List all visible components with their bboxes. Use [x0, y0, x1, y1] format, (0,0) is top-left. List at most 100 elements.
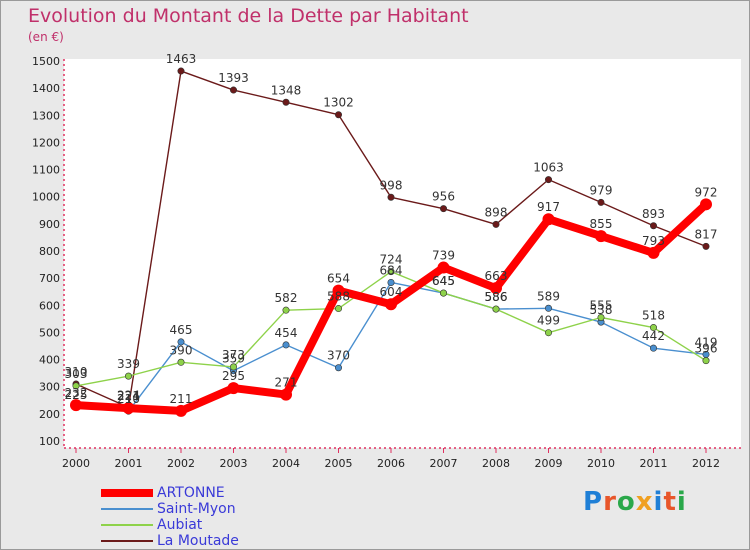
data-point — [282, 98, 290, 106]
data-label: 998 — [380, 178, 403, 192]
data-point — [230, 363, 238, 371]
data-label: 339 — [117, 357, 140, 371]
data-point — [544, 329, 552, 337]
proxiti-logo: Proxiti — [583, 487, 687, 517]
data-label: 303 — [65, 367, 88, 381]
data-point — [649, 344, 657, 352]
data-label: 582 — [275, 291, 298, 305]
data-label: 442 — [642, 329, 665, 343]
data-point — [490, 282, 502, 295]
legend-label: Saint-Myon — [157, 501, 236, 517]
y-tick-label: 800 — [39, 245, 60, 258]
data-label: 310 — [65, 365, 88, 379]
data-label: 454 — [275, 326, 298, 340]
data-label: 1463 — [166, 52, 197, 66]
data-point — [282, 306, 290, 314]
x-tick-label: 2008 — [482, 457, 510, 470]
legend-swatch — [101, 508, 153, 510]
data-label: 793 — [642, 234, 665, 248]
y-tick-label: 600 — [39, 299, 60, 312]
data-label: 295 — [222, 369, 245, 383]
data-label: 271 — [275, 376, 298, 390]
y-tick-label: 700 — [39, 272, 60, 285]
data-label: 373 — [222, 348, 245, 362]
legend-label: La Moutade — [157, 533, 239, 549]
plot-area — [64, 59, 741, 448]
data-label: 224 — [117, 388, 140, 402]
y-tick-label: 1000 — [32, 191, 60, 204]
data-label: 370 — [327, 349, 350, 363]
data-point — [177, 67, 185, 75]
data-point — [387, 278, 395, 286]
data-label: 898 — [485, 205, 508, 219]
data-label: 724 — [380, 253, 403, 267]
data-point — [227, 382, 240, 395]
data-label: 232 — [65, 386, 88, 400]
y-tick-label: 100 — [39, 435, 60, 448]
data-point — [334, 305, 342, 313]
data-point — [649, 324, 657, 332]
y-tick-label: 200 — [39, 408, 60, 421]
y-tick-label: 1400 — [32, 82, 60, 95]
data-point — [437, 261, 450, 274]
legend-swatch — [101, 540, 153, 542]
data-point — [177, 338, 185, 346]
data-label: 359 — [222, 352, 245, 366]
y-tick-label: 900 — [39, 218, 60, 231]
chart-title: Evolution du Montant de la Dette par Hab… — [28, 5, 469, 27]
data-point — [72, 382, 80, 390]
data-label: 210 — [117, 392, 140, 406]
data-label: 1063 — [533, 161, 564, 175]
data-point — [492, 220, 500, 228]
data-label: 979 — [590, 183, 613, 197]
y-tick-label: 1500 — [32, 55, 60, 68]
y-tick-label: 1300 — [32, 109, 60, 122]
x-tick-label: 2000 — [62, 457, 90, 470]
data-point — [544, 176, 552, 184]
data-label: 817 — [695, 227, 718, 241]
x-tick-label: 2009 — [535, 457, 563, 470]
data-point — [280, 388, 292, 401]
data-point — [492, 305, 500, 313]
data-label: 518 — [642, 309, 665, 323]
data-point — [439, 205, 447, 213]
data-point — [702, 357, 710, 365]
data-label: 588 — [327, 290, 350, 304]
legend-item: Aubiat — [101, 517, 301, 533]
legend-item: La Moutade — [101, 533, 301, 549]
chart-unit: (en €) — [28, 30, 64, 44]
data-label: 739 — [432, 249, 455, 263]
y-tick-label: 1200 — [32, 136, 60, 149]
data-point — [597, 313, 605, 321]
data-label: 225 — [65, 388, 88, 402]
data-label: 663 — [485, 269, 508, 283]
data-point — [175, 404, 187, 417]
data-point — [595, 230, 607, 243]
data-label: 465 — [170, 323, 193, 337]
y-tick-label: 1100 — [32, 164, 60, 177]
data-point — [385, 298, 397, 311]
y-tick-label: 300 — [39, 381, 60, 394]
data-label: 538 — [590, 303, 613, 317]
data-label: 645 — [432, 274, 455, 288]
x-tick-label: 2004 — [272, 457, 300, 470]
data-label: 396 — [695, 342, 718, 356]
data-label: 604 — [380, 285, 403, 299]
data-point — [387, 193, 395, 201]
legend-label: ARTONNE — [157, 485, 225, 501]
data-label: 645 — [432, 274, 455, 288]
x-tick-label: 2012 — [692, 457, 720, 470]
legend-item: Saint-Myon — [101, 501, 301, 517]
data-point — [334, 364, 342, 372]
x-tick-label: 2006 — [377, 457, 405, 470]
x-tick-label: 2001 — [115, 457, 143, 470]
x-tick-label: 2010 — [587, 457, 615, 470]
data-point — [70, 399, 82, 412]
data-point — [334, 111, 342, 119]
data-label: 1302 — [323, 96, 354, 110]
data-point — [125, 372, 133, 380]
data-label: 684 — [380, 263, 403, 277]
data-label: 654 — [327, 272, 350, 286]
